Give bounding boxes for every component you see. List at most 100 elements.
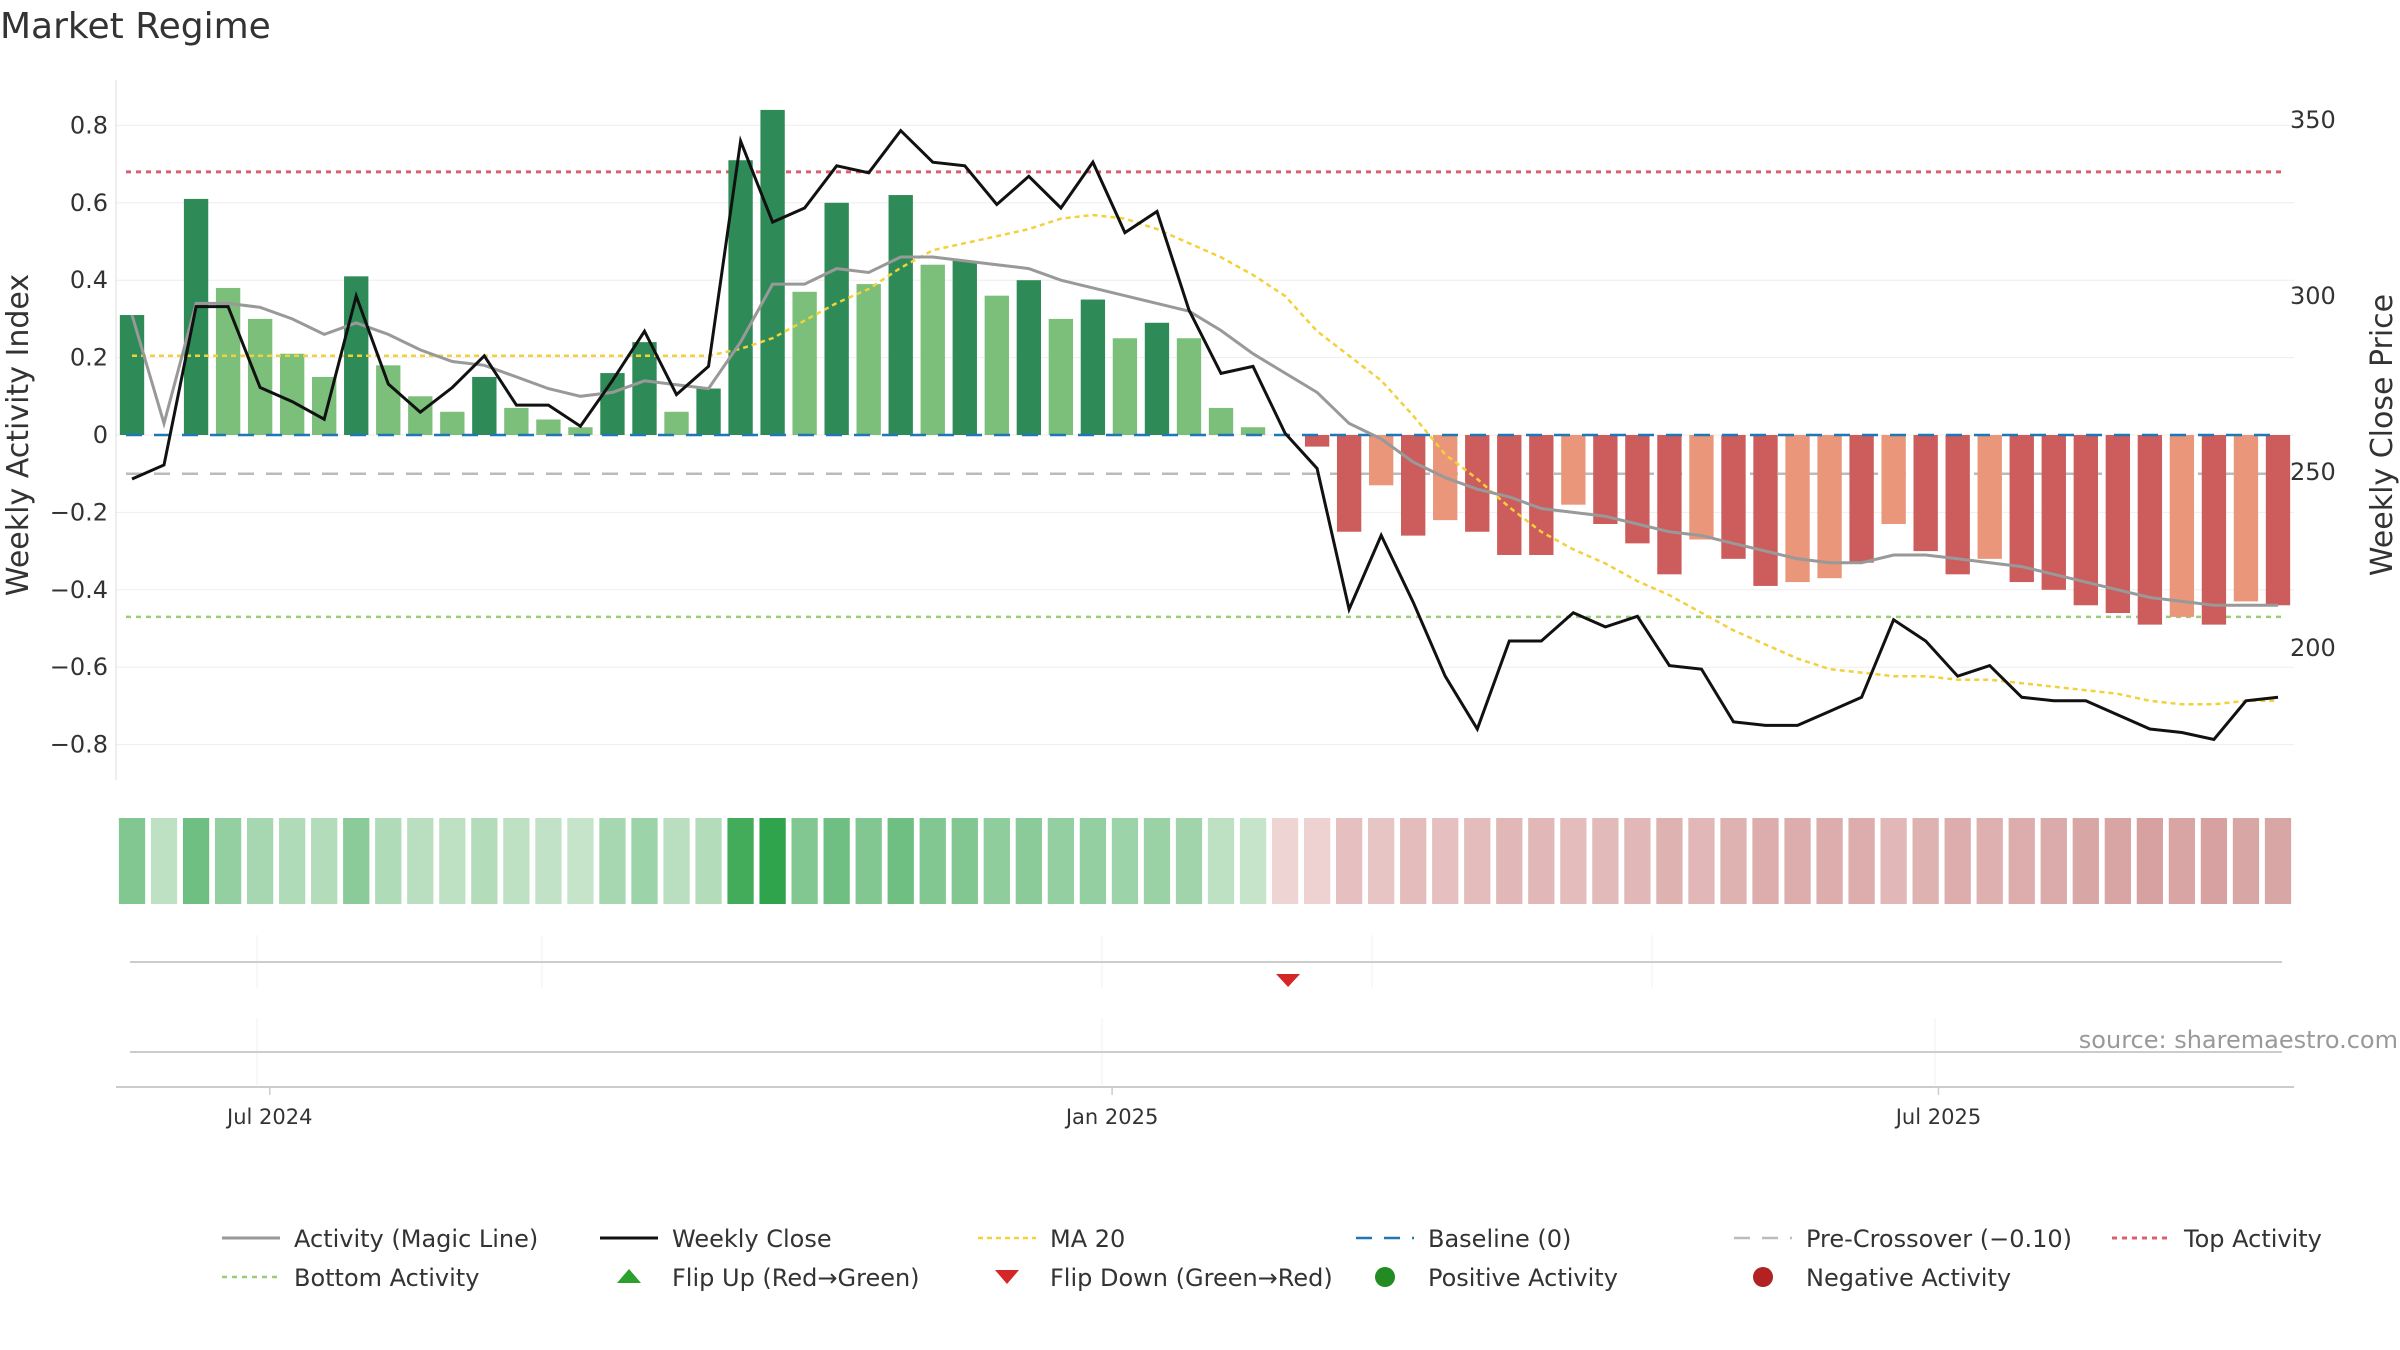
legend-label: Flip Down (Green→Red): [1050, 1264, 1333, 1292]
regime-cell: [2168, 818, 2196, 904]
y-tick-label: −0.4: [50, 576, 108, 604]
right-y-ticks: 350 300 250 200: [2290, 106, 2336, 662]
regime-cell: [118, 818, 146, 904]
activity-bar: [1465, 435, 1490, 532]
activity-bar: [1144, 322, 1170, 435]
regime-cell: [2200, 818, 2228, 904]
y-tick-label: −0.8: [50, 731, 108, 759]
regime-cell: [1688, 818, 1715, 904]
chart-title: Market Regime: [0, 6, 271, 47]
activity-bar: [1753, 435, 1778, 586]
activity-bar: [1176, 338, 1202, 435]
regime-cell: [214, 818, 242, 904]
activity-bar: [1080, 299, 1106, 435]
activity-bar: [1112, 338, 1138, 435]
legend-entry: Activity (Magic Line): [222, 1225, 538, 1253]
activity-bar: [1593, 435, 1618, 525]
activity-bar: [2265, 435, 2291, 606]
y-tick-label: 0.2: [70, 344, 108, 372]
regime-cell: [759, 818, 786, 904]
regime-cell: [1496, 818, 1523, 904]
regime-cell: [150, 818, 178, 904]
activity-bar: [119, 315, 145, 435]
regime-cell: [727, 818, 754, 904]
activity-bar: [247, 318, 273, 435]
y2-tick-label: 300: [2290, 282, 2336, 310]
regime-cell: [1848, 818, 1875, 904]
regime-strip: [118, 818, 2292, 904]
activity-magic-line: [130, 255, 2278, 607]
series-lines: [130, 128, 2279, 742]
regime-cell: [631, 818, 658, 904]
regime-cell: [2104, 818, 2131, 904]
regime-cell: [951, 818, 978, 904]
y2-axis-label: Weekly Close Price: [2365, 294, 2400, 576]
activity-bar: [1048, 318, 1074, 435]
activity-bar: [1561, 435, 1586, 505]
legend-swatch: [995, 1270, 1019, 1284]
activity-bar: [1240, 427, 1266, 435]
activity-bar: [183, 198, 209, 435]
activity-bar: [920, 264, 945, 435]
regime-cell: [1432, 818, 1459, 904]
regime-cell: [1592, 818, 1619, 904]
activity-bar: [984, 295, 1009, 435]
y-tick-label: 0.4: [70, 266, 108, 294]
activity-bar: [888, 195, 913, 435]
legend: Activity (Magic Line) Weekly Close MA 20 Ba…: [222, 1225, 2322, 1292]
activity-bar: [632, 342, 657, 435]
regime-cell: [343, 818, 370, 904]
activity-bar: [2169, 435, 2195, 617]
y-tick-label: 0.8: [70, 111, 108, 139]
legend-label: Weekly Close: [672, 1225, 832, 1253]
activity-bar: [568, 427, 593, 435]
activity-bar: [504, 407, 529, 435]
regime-cell: [599, 818, 626, 904]
regime-cell: [1944, 818, 1971, 904]
regime-cell: [2232, 818, 2260, 904]
legend-label: Top Activity: [2183, 1225, 2322, 1253]
weekly-close-line: [131, 128, 2279, 742]
regime-cell: [1303, 818, 1331, 904]
activity-bar: [1304, 435, 1330, 447]
regime-cell: [567, 818, 594, 904]
activity-bar: [952, 260, 977, 435]
regime-cell: [2136, 818, 2163, 904]
left-y-ticks: 0.8 0.6 0.4 0.2 0 −0.2 −0.4 −0.6 −0.8: [50, 111, 108, 758]
regime-cell: [1560, 818, 1587, 904]
legend-entry: Flip Down (Green→Red): [995, 1264, 1333, 1292]
x-tick-label: Jan 2025: [1064, 1105, 1159, 1129]
activity-bar: [472, 376, 497, 435]
activity-bar: [2105, 435, 2131, 614]
regime-cell: [407, 818, 434, 904]
activity-bar: [1913, 435, 1938, 552]
regime-cell: [1143, 818, 1171, 904]
regime-cell: [1111, 818, 1139, 904]
legend-entry: Weekly Close: [600, 1225, 832, 1253]
regime-cell: [1784, 818, 1811, 904]
activity-bar: [792, 291, 817, 435]
legend-entry: Flip Up (Red→Green): [617, 1264, 920, 1292]
activity-bar: [760, 109, 785, 436]
ma20-line: [132, 213, 2278, 706]
regime-cell: [983, 818, 1010, 904]
regime-cell: [823, 818, 850, 904]
regime-cell: [279, 818, 306, 904]
regime-cell: [855, 818, 882, 904]
activity-bar: [408, 396, 433, 435]
y2-tick-label: 350: [2290, 106, 2336, 134]
regime-cell: [887, 818, 914, 904]
regime-cell: [535, 818, 562, 904]
regime-cell: [247, 818, 274, 904]
activity-bar: [1721, 435, 1746, 559]
activity-bar: [664, 411, 689, 435]
legend-entry: Baseline (0): [1356, 1225, 1571, 1253]
regime-cell: [1528, 818, 1555, 904]
legend-label: Bottom Activity: [294, 1264, 479, 1292]
activity-bar: [696, 388, 721, 435]
legend-entry: MA 20: [978, 1225, 1125, 1253]
activity-bar: [1689, 435, 1714, 540]
x-tick-label: Jul 2024: [225, 1105, 312, 1129]
legend-swatch: [617, 1269, 641, 1283]
